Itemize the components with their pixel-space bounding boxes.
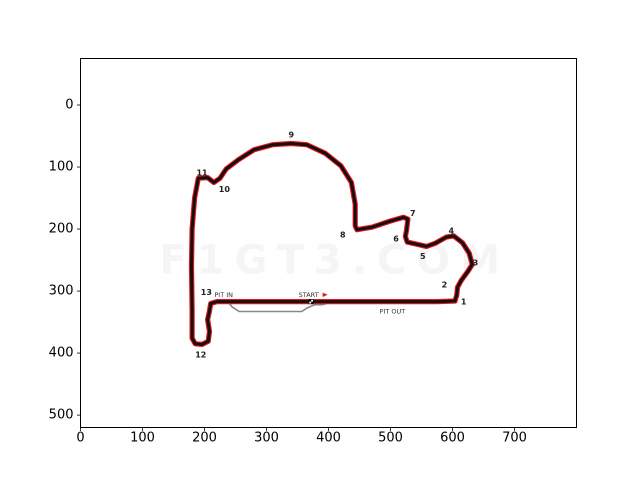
x-tick-label-0: 0 bbox=[76, 431, 84, 446]
x-tick-label-500: 500 bbox=[378, 431, 403, 446]
y-tick-label-200: 200 bbox=[49, 222, 74, 237]
turn-label-4: 4 bbox=[448, 226, 454, 235]
turn-label-5: 5 bbox=[420, 252, 426, 261]
x-tick-label-200: 200 bbox=[192, 431, 217, 446]
x-tick-label-100: 100 bbox=[130, 431, 155, 446]
start-flag-icon bbox=[322, 292, 328, 297]
turn-label-9: 9 bbox=[289, 130, 295, 139]
y-tick-label-100: 100 bbox=[49, 160, 74, 175]
watermark-text: F1GT3.COM bbox=[159, 238, 510, 284]
pit-in-label: PIT IN bbox=[214, 291, 233, 299]
turn-label-10: 10 bbox=[219, 185, 231, 194]
x-tick-label-400: 400 bbox=[316, 431, 341, 446]
turn-label-1: 1 bbox=[461, 298, 467, 307]
turn-label-3: 3 bbox=[473, 259, 479, 268]
y-tick-label-500: 500 bbox=[49, 408, 74, 423]
pit-out-label: PIT OUT bbox=[380, 308, 406, 316]
turn-label-13: 13 bbox=[201, 288, 212, 297]
turn-label-2: 2 bbox=[442, 280, 448, 289]
x-tick-label-700: 700 bbox=[502, 431, 527, 446]
x-tick-label-300: 300 bbox=[254, 431, 279, 446]
y-tick-label-0: 0 bbox=[65, 98, 73, 113]
plot-frame bbox=[80, 58, 577, 428]
pit-lane-line bbox=[210, 301, 331, 313]
y-tick-label-300: 300 bbox=[49, 284, 74, 299]
turn-label-8: 8 bbox=[340, 231, 346, 240]
turn-label-7: 7 bbox=[410, 209, 416, 218]
start-marker-check bbox=[308, 299, 312, 302]
turn-label-12: 12 bbox=[195, 350, 206, 359]
turn-label-11: 11 bbox=[196, 169, 208, 178]
axes: 0 100 200 300 400 500 600 700 0 100 200 300 400 500 bbox=[49, 98, 527, 446]
y-tick-label-400: 400 bbox=[49, 346, 74, 361]
x-tick-label-600: 600 bbox=[440, 431, 465, 446]
track-surface bbox=[190, 142, 474, 346]
start-marker-check bbox=[311, 301, 314, 304]
start-label: START bbox=[299, 291, 319, 299]
turn-label-6: 6 bbox=[393, 234, 399, 243]
